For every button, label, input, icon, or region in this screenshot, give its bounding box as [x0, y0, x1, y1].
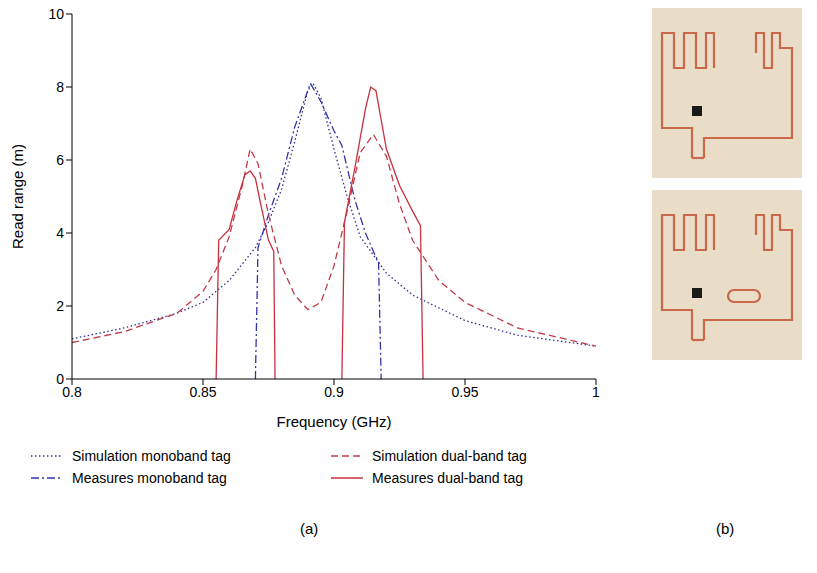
svg-text:Frequency (GHz): Frequency (GHz) [276, 413, 391, 430]
svg-text:2: 2 [56, 298, 64, 314]
svg-text:10: 10 [48, 6, 64, 22]
html-text:Measures monoband tag: Measures monoband tag [72, 470, 227, 486]
svg-text:6: 6 [56, 152, 64, 168]
svg-text:0.85: 0.85 [189, 384, 216, 400]
svg-text:Read range (m): Read range (m) [9, 144, 26, 249]
svg-text:0.8: 0.8 [62, 384, 82, 400]
svg-text:0.9: 0.9 [324, 384, 344, 400]
html-text:Measures dual-band tag: Measures dual-band tag [372, 470, 523, 486]
svg-text:1: 1 [592, 384, 600, 400]
svg-text:8: 8 [56, 79, 64, 95]
html-text:Simulation dual-band tag: Simulation dual-band tag [372, 448, 527, 464]
html-text:(a): (a) [300, 520, 319, 537]
svg-text:4: 4 [56, 225, 64, 241]
html-text:(b): (b) [716, 520, 735, 537]
svg-text:0: 0 [56, 371, 64, 387]
html-text:Simulation monoband tag: Simulation monoband tag [72, 448, 231, 464]
svg-text:0.95: 0.95 [451, 384, 478, 400]
